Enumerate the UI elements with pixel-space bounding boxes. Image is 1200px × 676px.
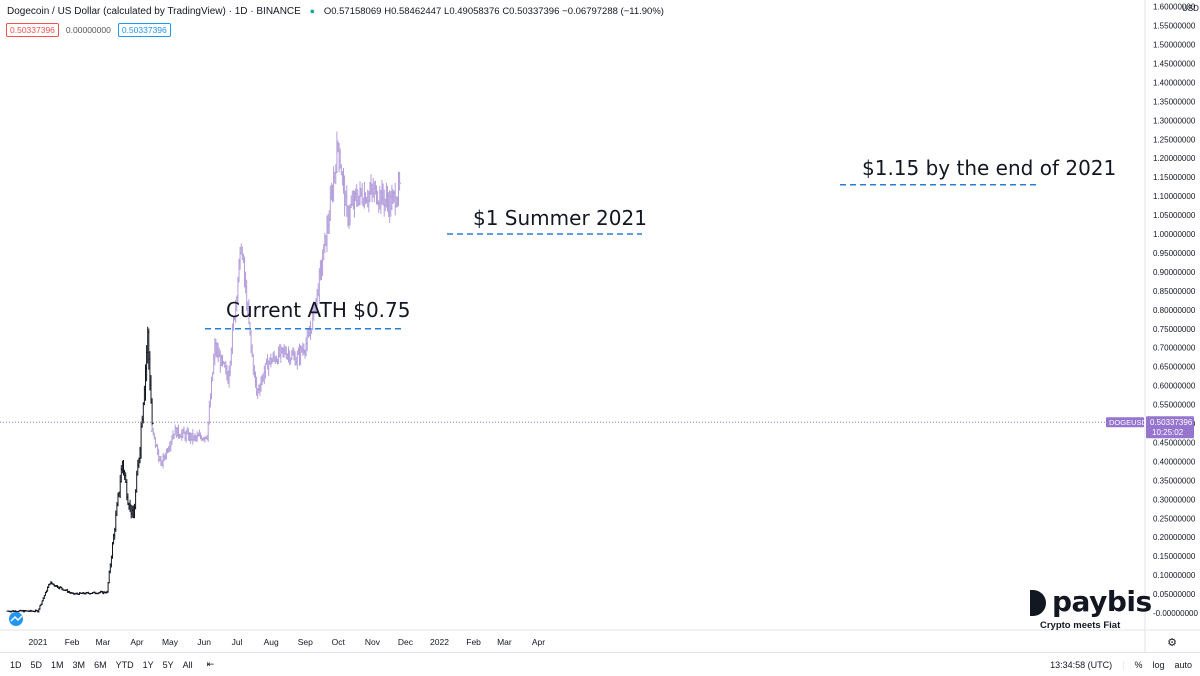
- price-tick-label: 0.25000000: [1153, 514, 1196, 523]
- log-toggle[interactable]: log: [1152, 660, 1164, 670]
- ohlc-open: O0.57158069: [324, 6, 382, 17]
- settings-gear-icon[interactable]: ⚙: [1167, 637, 1177, 649]
- price-tick-label: 1.30000000: [1153, 116, 1196, 125]
- bar-countdown: 10:25:02: [1152, 428, 1184, 437]
- annotation-eoy: $1.15 by the end of 2021: [862, 156, 1116, 180]
- price-tick-label: 0.20000000: [1153, 533, 1196, 542]
- price-tick-label: 0.65000000: [1153, 363, 1196, 372]
- price-tick-label: 0.75000000: [1153, 325, 1196, 334]
- ohlc-change: −0.06797288 (−11.90%): [562, 6, 664, 17]
- price-tick-label: 0.10000000: [1153, 571, 1196, 580]
- time-tick-label: Jul: [232, 637, 243, 647]
- currency-label: USD: [1182, 4, 1199, 13]
- price-tick-label: 0.15000000: [1153, 552, 1196, 561]
- time-tick-label: Aug: [264, 637, 279, 647]
- price-tick-label: 1.40000000: [1153, 78, 1196, 87]
- price-tick-label: 1.00000000: [1153, 230, 1196, 239]
- range-button-ytd[interactable]: YTD: [116, 660, 134, 670]
- price-tick-label: 0.80000000: [1153, 306, 1196, 315]
- range-button-all[interactable]: All: [183, 660, 193, 670]
- range-button-6m[interactable]: 6M: [94, 660, 107, 670]
- annotation-ath: Current ATH $0.75: [226, 298, 410, 322]
- ohlc-bar: [41, 601, 44, 605]
- date-range-icon[interactable]: ⇤: [207, 659, 215, 670]
- price-tick-label: 1.10000000: [1153, 192, 1196, 201]
- market-status-icon: ●: [310, 6, 315, 16]
- ohlc-high: H0.58462447: [384, 6, 441, 17]
- price-tick-label: 1.25000000: [1153, 135, 1196, 144]
- bid-chip[interactable]: 0.50337396: [6, 23, 59, 37]
- ohlc-close: C0.50337396: [502, 6, 559, 17]
- ohlc-bar: [207, 422, 210, 442]
- price-tick-label: 0.40000000: [1153, 457, 1196, 466]
- price-tick-label: 1.35000000: [1153, 97, 1196, 106]
- auto-toggle[interactable]: auto: [1174, 660, 1192, 670]
- price-chart[interactable]: 1.600000001.550000001.500000001.45000000…: [0, 0, 1200, 652]
- range-button-5d[interactable]: 5D: [31, 660, 43, 670]
- range-button-1d[interactable]: 1D: [10, 660, 22, 670]
- range-button-1y[interactable]: 1Y: [143, 660, 154, 670]
- time-tick-label: May: [162, 637, 179, 647]
- time-tick-label: Apr: [532, 637, 545, 647]
- price-tick-label: 0.70000000: [1153, 344, 1196, 353]
- time-tick-label: 2021: [29, 637, 48, 647]
- time-tick-label: Jun: [197, 637, 211, 647]
- time-tick-label: Oct: [332, 637, 346, 647]
- range-selector: 1D 5D 1M 3M 6M YTD 1Y 5Y All: [10, 660, 193, 670]
- symbol-legend: Dogecoin / US Dollar (calculated by Trad…: [7, 6, 664, 17]
- ohlc-bar: [107, 582, 110, 592]
- last-price-value: 0.50337396: [1150, 418, 1193, 427]
- price-tick-label: 0.35000000: [1153, 476, 1196, 485]
- range-button-1m[interactable]: 1M: [51, 660, 64, 670]
- ohlc-bar: [151, 398, 154, 426]
- spread-chip: 0.00000000: [63, 24, 114, 36]
- price-tick-label: 0.60000000: [1153, 382, 1196, 391]
- price-tick-label: 1.50000000: [1153, 41, 1196, 50]
- price-tick-label: 0.90000000: [1153, 268, 1196, 277]
- price-tick-label: 1.15000000: [1153, 173, 1196, 182]
- price-tick-label: 0.05000000: [1153, 590, 1196, 599]
- price-tick-label: 1.20000000: [1153, 154, 1196, 163]
- annotation-summer: $1 Summer 2021: [473, 206, 647, 230]
- ask-chip[interactable]: 0.50337396: [118, 23, 171, 37]
- time-tick-label: Mar: [497, 637, 512, 647]
- time-tick-label: Sep: [298, 637, 313, 647]
- price-tick-label: 0.95000000: [1153, 249, 1196, 258]
- time-tick-label: Apr: [130, 637, 143, 647]
- time-tick-label: 2022: [430, 637, 449, 647]
- time-axis[interactable]: 2021 Feb Mar Apr May Jun Jul Aug Sep Oct Nov Dec 202…: [29, 637, 1177, 649]
- price-tick-label: 0.30000000: [1153, 495, 1196, 504]
- ohlc-low: L0.49058376: [444, 6, 499, 17]
- range-button-3m[interactable]: 3M: [73, 660, 86, 670]
- time-tick-label: Feb: [466, 637, 481, 647]
- range-button-5y[interactable]: 5Y: [163, 660, 174, 670]
- price-tick-label: 1.05000000: [1153, 211, 1196, 220]
- price-tick-label: 1.55000000: [1153, 22, 1196, 31]
- value-chips: 0.50337396 0.00000000 0.50337396: [6, 23, 171, 37]
- price-tick-label: 0.55000000: [1153, 401, 1196, 410]
- paybis-wordmark: paybis: [1052, 585, 1152, 618]
- time-tick-label: Dec: [398, 637, 414, 647]
- percent-toggle[interactable]: %: [1134, 660, 1142, 670]
- utc-clock[interactable]: 13:34:58 (UTC): [1050, 660, 1112, 670]
- last-price-symbol: DOGEUSD: [1109, 418, 1148, 427]
- paybis-tagline: Crypto meets Fiat: [1040, 620, 1120, 631]
- symbol-title: Dogecoin / US Dollar (calculated by Trad…: [7, 6, 301, 17]
- tradingview-cloud-icon[interactable]: [9, 612, 23, 626]
- price-axis[interactable]: 1.600000001.550000001.500000001.45000000…: [1106, 3, 1199, 618]
- time-tick-label: Feb: [65, 637, 80, 647]
- price-tick-label: 0.85000000: [1153, 287, 1196, 296]
- price-tick-label: 0.45000000: [1153, 438, 1196, 447]
- time-tick-label: Mar: [96, 637, 111, 647]
- price-tick-label: 1.45000000: [1153, 59, 1196, 68]
- price-tick-label: -0.00000000: [1153, 609, 1198, 618]
- time-tick-label: Nov: [365, 637, 381, 647]
